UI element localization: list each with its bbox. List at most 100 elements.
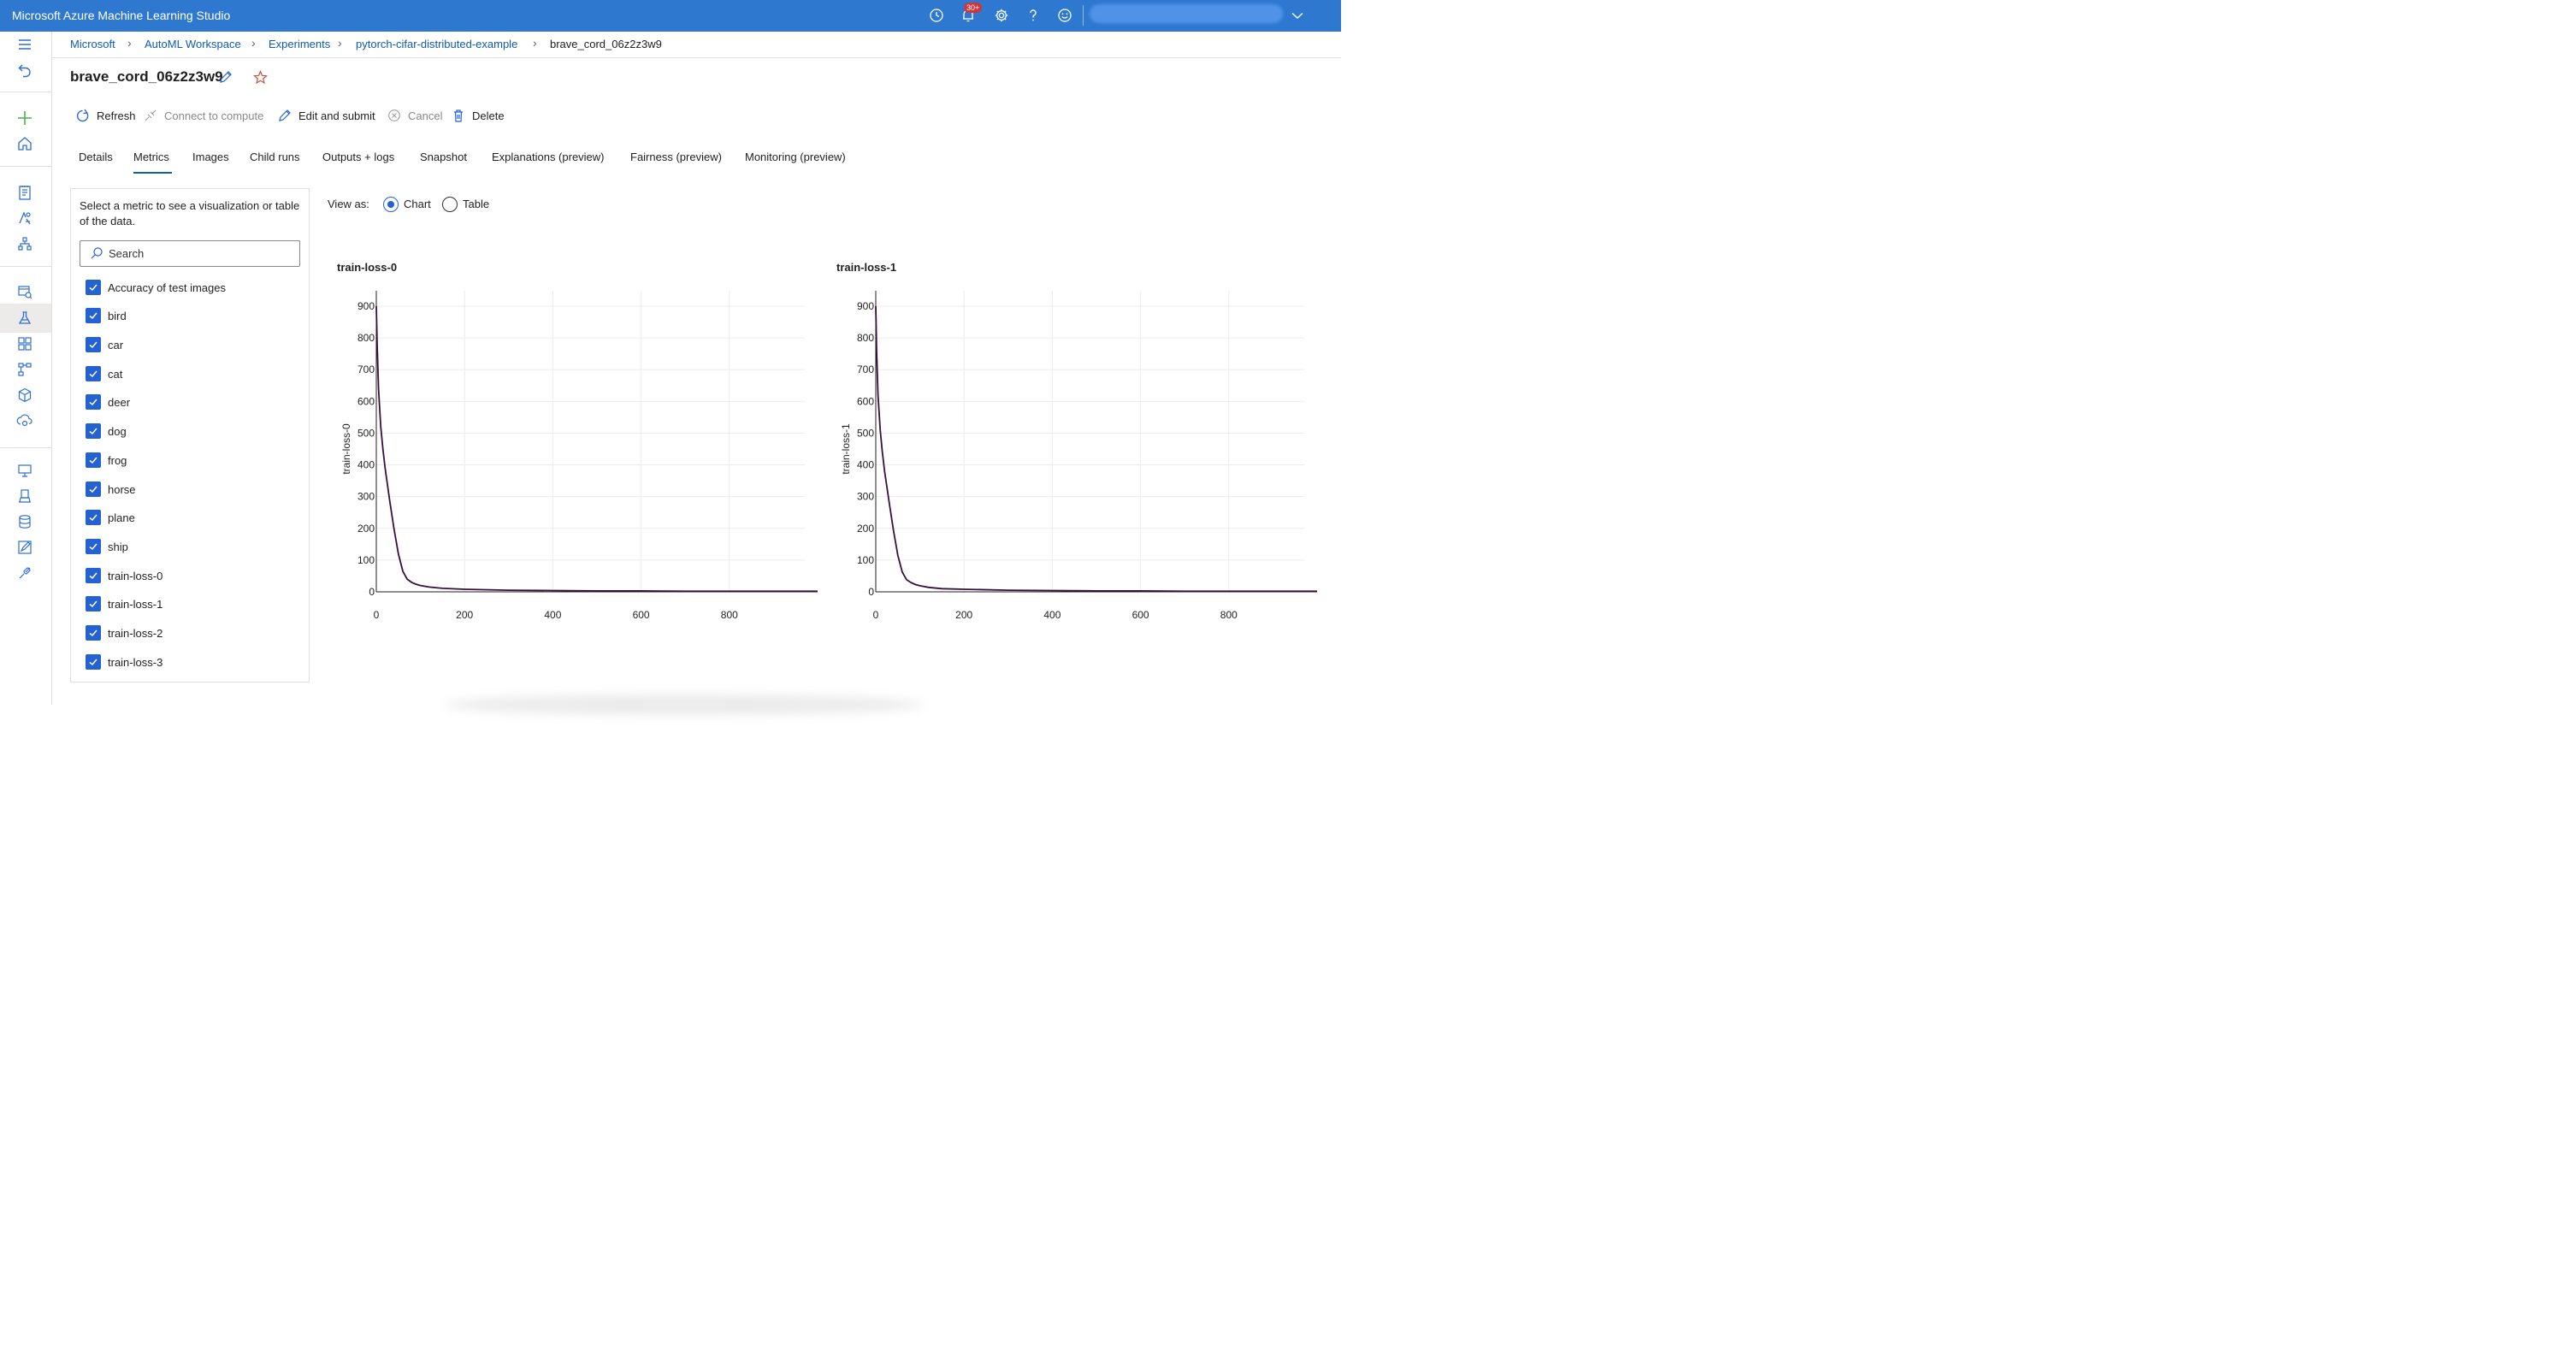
metric-checkbox[interactable] [86, 280, 101, 295]
tab-fairness[interactable]: Fairness (preview) [630, 151, 722, 163]
gear-icon[interactable] [994, 8, 1009, 23]
favorite-star-icon[interactable] [253, 70, 268, 85]
y-tick-label: 400 [857, 459, 874, 471]
metric-item[interactable]: cat [86, 365, 122, 382]
refresh-label: Refresh [97, 109, 136, 122]
metric-label: bird [108, 309, 127, 322]
notebook-icon[interactable] [16, 184, 33, 201]
metric-checkbox[interactable] [86, 625, 101, 641]
plus-icon[interactable] [16, 109, 33, 127]
metric-item[interactable]: plane [86, 509, 135, 526]
tab-metrics[interactable]: Metrics [133, 151, 169, 163]
metric-checkbox[interactable] [86, 568, 101, 583]
metric-item[interactable]: horse [86, 481, 136, 498]
chart-radio-label[interactable]: Chart [404, 198, 431, 210]
linked-services-icon[interactable] [16, 564, 33, 582]
metric-label: train-loss-0 [108, 569, 163, 582]
metric-checkbox[interactable] [86, 596, 101, 612]
tab-snapshot[interactable]: Snapshot [420, 151, 467, 163]
metric-item[interactable]: frog [86, 452, 127, 469]
compute-icon[interactable] [16, 462, 33, 479]
metric-checkbox[interactable] [86, 337, 101, 352]
metric-label: frog [108, 453, 127, 467]
metric-checkbox[interactable] [86, 394, 101, 410]
metric-search-box[interactable] [80, 240, 300, 267]
y-tick-label: 300 [857, 491, 874, 503]
tab-explanations[interactable]: Explanations (preview) [492, 151, 605, 163]
refresh-button[interactable]: Refresh [75, 107, 136, 124]
metric-item[interactable]: ship [86, 538, 128, 555]
hamburger-icon[interactable] [16, 36, 33, 53]
delete-button[interactable]: Delete [452, 107, 505, 124]
designer-icon[interactable] [16, 235, 33, 252]
tab-images[interactable]: Images [192, 151, 229, 163]
smiley-icon[interactable] [1057, 8, 1072, 23]
help-icon[interactable] [1025, 8, 1041, 23]
x-tick-label: 600 [1132, 609, 1149, 621]
tab-monitoring[interactable]: Monitoring (preview) [745, 151, 846, 163]
metric-item[interactable]: bird [86, 307, 127, 324]
edit-name-icon[interactable] [219, 70, 233, 84]
metric-item[interactable]: train-loss-1 [86, 595, 162, 612]
metric-checkbox[interactable] [86, 654, 101, 670]
x-tick-label: 400 [1043, 609, 1061, 621]
search-input[interactable] [109, 245, 288, 261]
metric-checkbox[interactable] [86, 366, 101, 381]
edit-and-submit-button[interactable]: Edit and submit [278, 107, 375, 124]
chart-radio[interactable] [383, 197, 399, 212]
metric-checkbox[interactable] [86, 423, 101, 439]
breadcrumb: Microsoft › AutoML Workspace › Experimen… [52, 32, 1341, 58]
y-tick-label: 0 [369, 586, 375, 598]
metric-item[interactable]: deer [86, 393, 130, 411]
account-name-redacted[interactable] [1090, 4, 1283, 23]
breadcrumb-separator: › [251, 36, 256, 50]
metric-checkbox[interactable] [86, 539, 101, 554]
breadcrumb-separator: › [338, 36, 342, 50]
breadcrumb-run-name: brave_cord_06z2z3w9 [550, 38, 662, 50]
app-title: Microsoft Azure Machine Learning Studio [12, 9, 231, 22]
x-tick-label: 200 [955, 609, 972, 621]
experiments-icon[interactable] [16, 310, 33, 327]
chevron-down-icon[interactable] [1290, 8, 1305, 23]
datasets-icon[interactable] [16, 283, 33, 300]
home-icon[interactable] [16, 135, 33, 152]
cancel-button[interactable]: Cancel [387, 107, 442, 124]
metric-label: deer [108, 395, 131, 409]
x-tick-label: 200 [456, 609, 473, 621]
compute-cloud-icon[interactable] [16, 412, 33, 429]
labeling-icon[interactable] [16, 539, 33, 556]
metric-checkbox[interactable] [86, 482, 101, 497]
environments-icon[interactable] [16, 487, 33, 505]
metric-checkbox[interactable] [86, 308, 101, 323]
breadcrumb-separator: › [127, 36, 132, 50]
breadcrumb-workspace[interactable]: AutoML Workspace [145, 38, 241, 50]
datastores-icon[interactable] [16, 513, 33, 530]
tab-details[interactable]: Details [79, 151, 113, 163]
pipelines-icon[interactable] [16, 335, 33, 352]
tab-child-runs[interactable]: Child runs [250, 151, 300, 163]
table-radio[interactable] [442, 197, 458, 212]
metric-checkbox[interactable] [86, 510, 101, 525]
connect-to-compute-button[interactable]: Connect to compute [144, 107, 263, 124]
metric-checkbox[interactable] [86, 452, 101, 468]
back-icon[interactable] [16, 62, 33, 79]
nav-divider [0, 266, 51, 267]
tab-outputs-logs[interactable]: Outputs + logs [322, 151, 395, 163]
metric-panel-help: Select a metric to see a visualization o… [80, 199, 300, 227]
table-radio-label[interactable]: Table [463, 198, 490, 210]
automl-icon[interactable] [16, 210, 33, 227]
metric-item[interactable]: car [86, 336, 123, 353]
metric-item[interactable]: train-loss-3 [86, 653, 162, 671]
endpoints-icon[interactable] [16, 387, 33, 404]
breadcrumb-separator: › [533, 36, 537, 50]
breadcrumb-microsoft[interactable]: Microsoft [70, 38, 115, 50]
metric-item[interactable]: train-loss-0 [86, 567, 162, 584]
checkmark-icon [89, 370, 97, 378]
clock-icon[interactable] [929, 8, 944, 23]
models-icon[interactable] [16, 361, 33, 378]
breadcrumb-experiments[interactable]: Experiments [269, 38, 331, 50]
breadcrumb-experiment-name[interactable]: pytorch-cifar-distributed-example [356, 38, 518, 50]
metric-item[interactable]: train-loss-2 [86, 624, 162, 641]
metric-item[interactable]: Accuracy of test images [86, 279, 226, 296]
metric-item[interactable]: dog [86, 422, 127, 440]
